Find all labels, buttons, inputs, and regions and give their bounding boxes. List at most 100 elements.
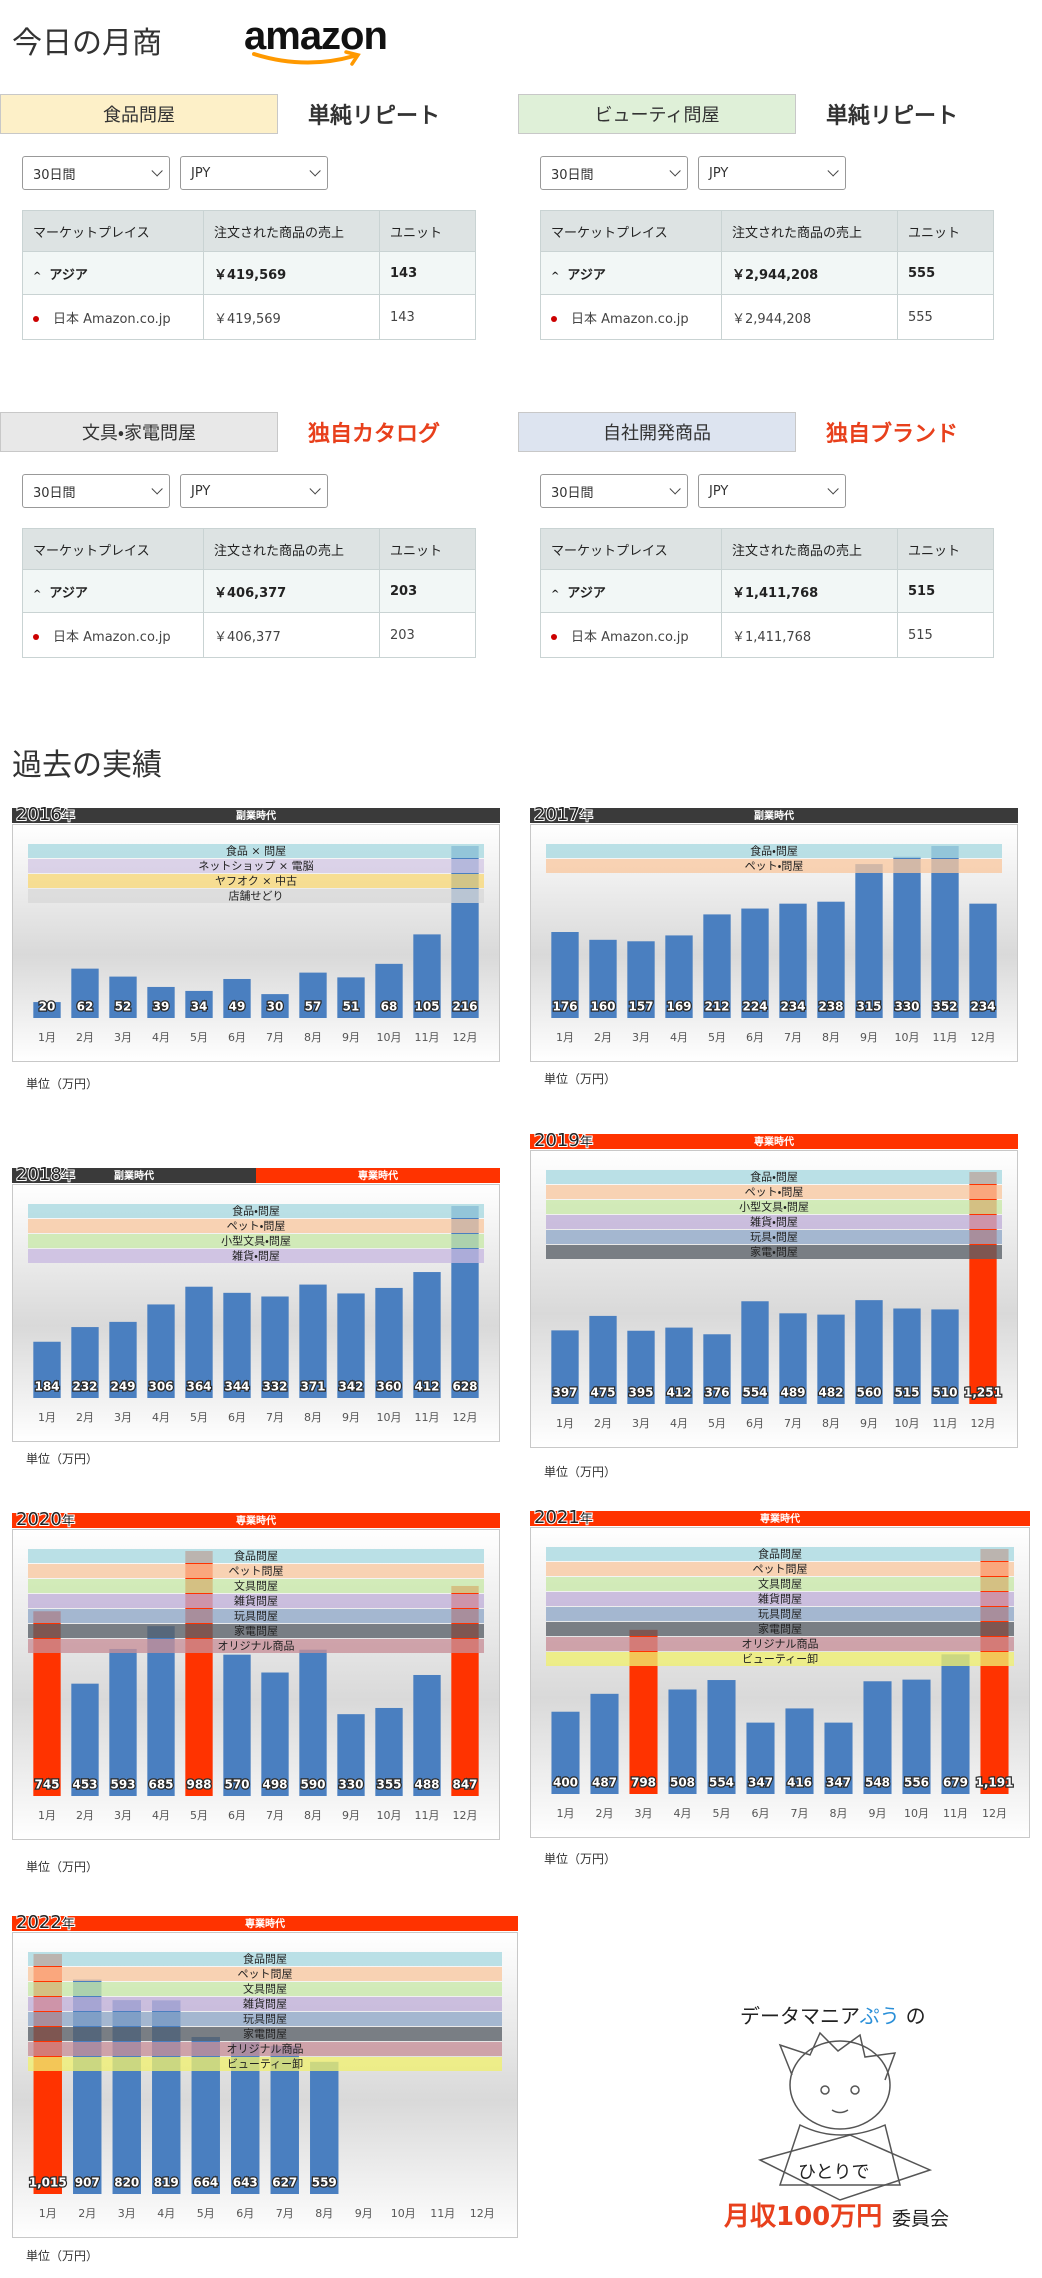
year-number: 2018 (16, 1164, 62, 1185)
bar (779, 903, 807, 1018)
unit-label: 単位（万円） (544, 1465, 617, 1479)
history-chart: 専業時代 2019年 1月 2月 3月 4月 5月 6月 7月 8月 9月 10月 11月 12月 食品・問… (530, 1129, 1018, 1448)
bar (310, 2061, 339, 2194)
x-tick-label: 2月 (76, 1411, 94, 1424)
value-label: 376 (704, 1386, 729, 1400)
collapse-icon[interactable]: ^ (551, 588, 560, 600)
bar (589, 939, 617, 1018)
band-label: 文具問屋 (234, 1579, 278, 1593)
bar (33, 1002, 61, 1018)
bar (703, 914, 731, 1018)
value-label: 224 (742, 1000, 767, 1014)
x-tick-label: 11月 (430, 2207, 455, 2220)
x-tick-label: 2月 (76, 1809, 94, 1822)
value-label: 412 (414, 1380, 439, 1394)
currency-dropdown[interactable]: JPY (698, 156, 846, 190)
collapse-icon[interactable]: ^ (551, 270, 560, 282)
value-label: 554 (742, 1386, 767, 1400)
history-chart: 副業時代 2017年 1月 2月 3月 4月 5月 6月 7月 8月 9月 10月 11月 12月 食品・問… (530, 803, 1018, 1062)
period-dropdown[interactable]: 30日間 (22, 156, 170, 190)
bar (551, 932, 579, 1018)
x-tick-label: 12月 (453, 1809, 478, 1822)
bar (413, 934, 441, 1018)
cell-text: ￥419,569 (214, 267, 287, 283)
value-label: 51 (343, 1000, 360, 1014)
bar (665, 1327, 693, 1404)
business-band (546, 1607, 1014, 1621)
value-label: 342 (338, 1380, 363, 1394)
currency-dropdown[interactable]: JPY (698, 474, 846, 508)
footer-illustration: データマニアぷうの ひとりで 月収100万円 委員会 (723, 2004, 949, 2232)
currency-dropdown[interactable]: JPY (180, 474, 328, 508)
value-label: 515 (894, 1386, 919, 1400)
value-label: 39 (153, 1000, 170, 1014)
bar (223, 1292, 251, 1398)
collapse-icon[interactable]: ^ (33, 588, 42, 600)
x-tick-label: 3月 (632, 1417, 650, 1430)
x-tick-label: 10月 (895, 1031, 920, 1044)
x-tick-label: 1月 (38, 1411, 56, 1424)
marketplace-dot (33, 316, 39, 322)
band-label: 食品問屋 (243, 1953, 287, 1966)
x-tick-label: 7月 (266, 1809, 284, 1822)
business-band (546, 844, 1002, 858)
x-tick-label: 3月 (114, 1031, 132, 1044)
era-label: 副業時代 (236, 809, 276, 822)
x-tick-label: 6月 (746, 1031, 764, 1044)
x-tick-label: 5月 (190, 1411, 208, 1424)
collapse-icon[interactable]: ^ (33, 270, 42, 282)
band-label: 雑貨問屋 (234, 1594, 278, 1608)
table-header: マーケットプレイス 注文された商品の売上 ユニット (540, 528, 994, 570)
period-dropdown[interactable]: 30日間 (540, 474, 688, 508)
value-label: 820 (114, 2176, 139, 2190)
x-tick-label: 12月 (470, 2207, 495, 2220)
table-row: 日本 Amazon.co.jp ￥406,377 203 (22, 612, 476, 658)
value-label: 169 (666, 1000, 691, 1014)
value-label: 306 (148, 1380, 173, 1394)
band-label: 雑貨問屋 (243, 1997, 287, 2011)
value-label: 157 (628, 1000, 653, 1014)
bar (299, 972, 327, 1018)
bar (746, 1722, 775, 1794)
era-label: 専業時代 (760, 1512, 800, 1525)
table-row: ^ アジア ￥2,944,208 555 (540, 251, 994, 295)
era-bar (530, 1134, 1018, 1149)
era-bar (256, 1168, 500, 1183)
x-tick-label: 2月 (596, 1807, 614, 1820)
column-header: ユニット (897, 528, 994, 570)
bar (147, 986, 175, 1018)
value-label: 34 (191, 1000, 208, 1014)
cell-text: ￥1,411,768 (732, 629, 812, 645)
currency-dropdown[interactable]: JPY (180, 156, 328, 190)
value-label: 184 (34, 1380, 59, 1394)
history-chart: 専業時代 2020年 1月 2月 3月 4月 5月 6月 7月 8月 9月 10月 11月 12月 食品問屋… (12, 1508, 500, 1840)
value-label: 160 (590, 1000, 615, 1014)
bar (824, 1722, 853, 1794)
table-header: マーケットプレイス 注文された商品の売上 ユニット (540, 210, 994, 252)
bar (590, 1693, 619, 1794)
band-label: 小型文具・問屋 (221, 1234, 291, 1248)
period-dropdown[interactable]: 30日間 (540, 156, 688, 190)
column-header: ユニット (897, 210, 994, 252)
x-tick-label: 7月 (784, 1417, 802, 1430)
band-label: ペット・問屋 (227, 1220, 286, 1233)
bar (785, 1708, 814, 1794)
era-bar (12, 1916, 518, 1931)
x-tick-label: 4月 (670, 1031, 688, 1044)
column-header: マーケットプレイス (540, 528, 722, 570)
period-dropdown[interactable]: 30日間 (22, 474, 170, 508)
x-tick-label: 5月 (713, 1807, 731, 1820)
sales-table: マーケットプレイス 注文された商品の売上 ユニット ^ アジア ￥2,944,208 555… (540, 210, 994, 340)
footer-small: 委員会 (892, 2208, 949, 2230)
year-number: 2019 (534, 1130, 580, 1151)
value-label: 30 (267, 1000, 284, 1014)
x-tick-label: 12月 (982, 1807, 1007, 1820)
x-tick-label: 1月 (38, 1031, 56, 1044)
business-band (28, 1234, 484, 1248)
cell-text: 日本 Amazon.co.jp (53, 629, 171, 645)
bar (817, 901, 845, 1018)
x-tick-label: 3月 (632, 1031, 650, 1044)
panel-tag: 独自ブランド (826, 422, 959, 447)
band-label: オリジナル商品 (742, 1638, 819, 1651)
band-label: 店舗せどり (229, 889, 284, 903)
